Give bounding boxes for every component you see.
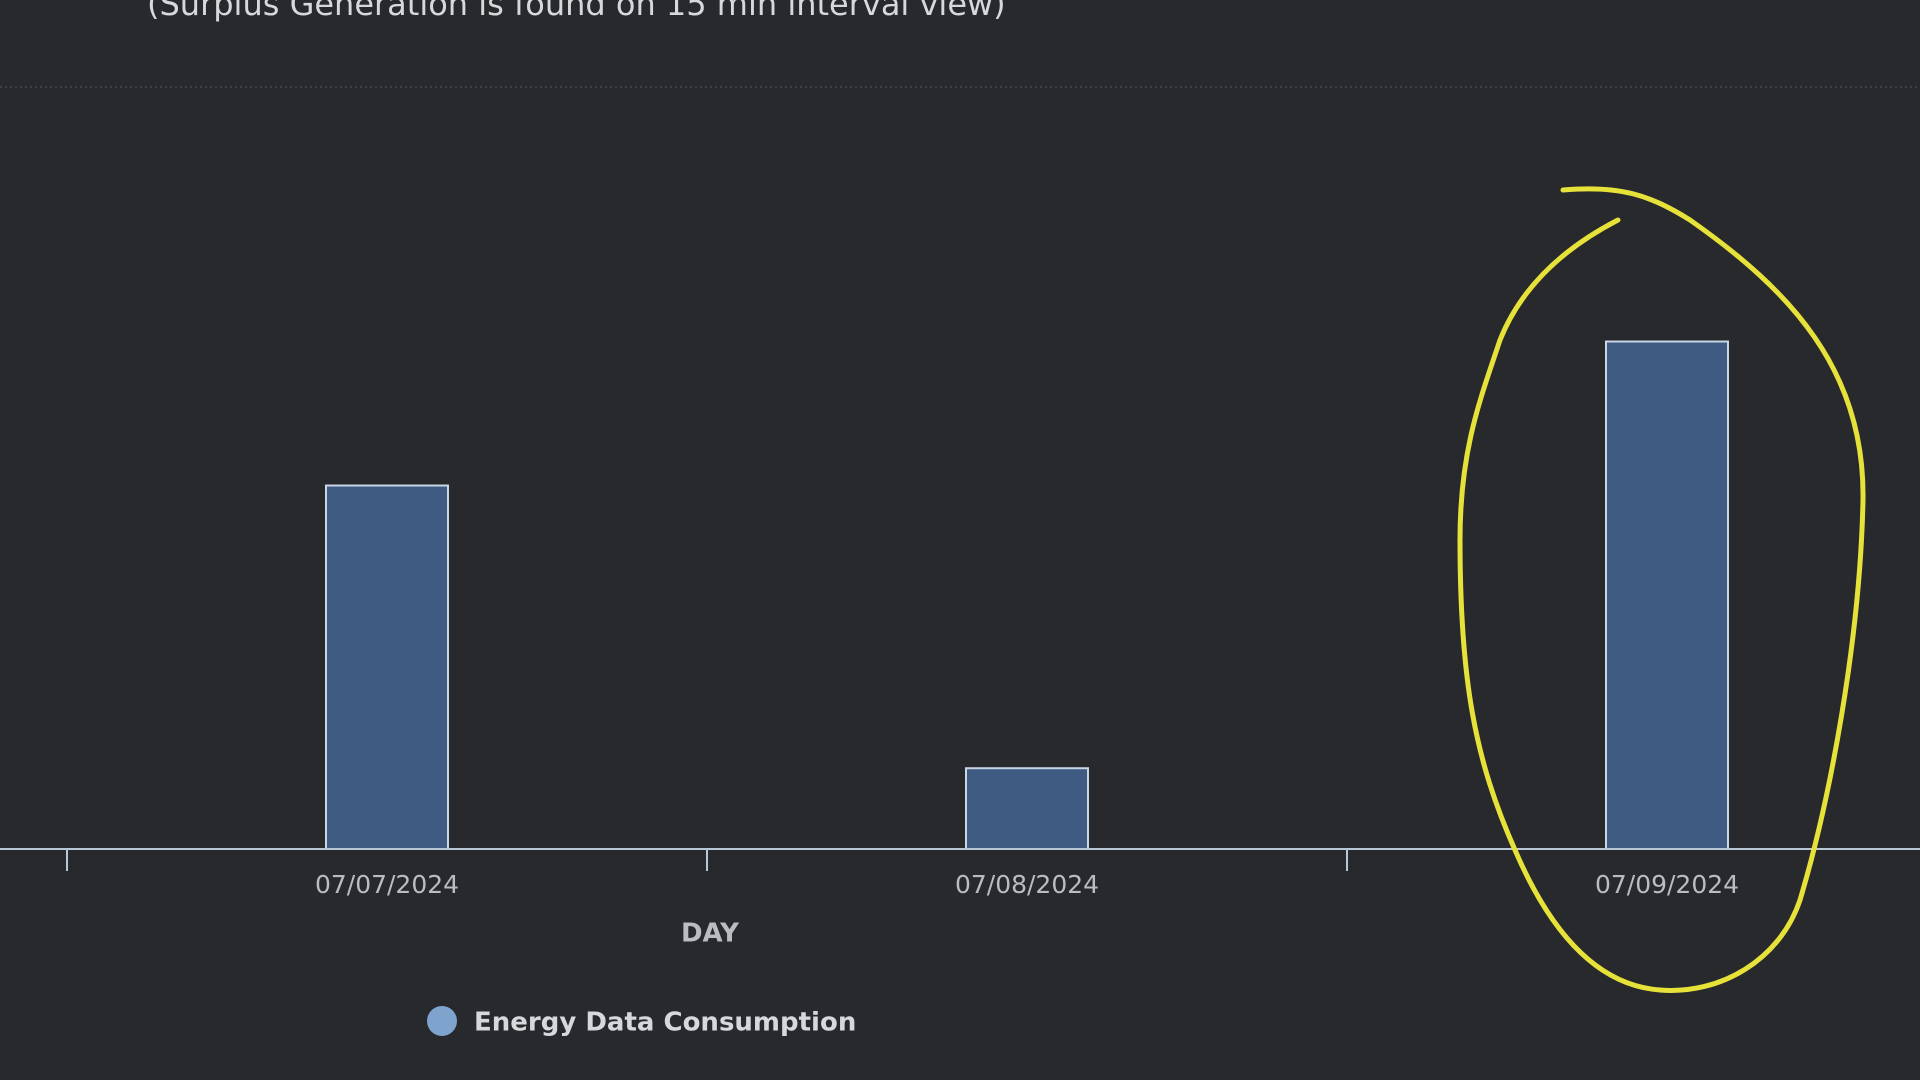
legend: Energy Data Consumption bbox=[427, 1006, 856, 1038]
x-tick-label: 07/09/2024 bbox=[1595, 870, 1739, 899]
bar bbox=[1605, 340, 1729, 850]
x-tick-label: 07/07/2024 bbox=[315, 870, 459, 899]
bar bbox=[965, 767, 1089, 851]
x-axis-label: DAY bbox=[681, 919, 740, 949]
bar bbox=[325, 484, 449, 850]
chart-subtitle: (Surplus Generation is found on 15 min i… bbox=[147, 0, 1006, 23]
legend-marker bbox=[427, 1006, 457, 1036]
legend-label: Energy Data Consumption bbox=[474, 1008, 856, 1038]
annotation-circle bbox=[1457, 186, 1866, 993]
plot: 07/07/2024 07/08/2024 07/09/2024 bbox=[66, 340, 1739, 899]
x-tick-label: 07/08/2024 bbox=[955, 870, 1099, 899]
